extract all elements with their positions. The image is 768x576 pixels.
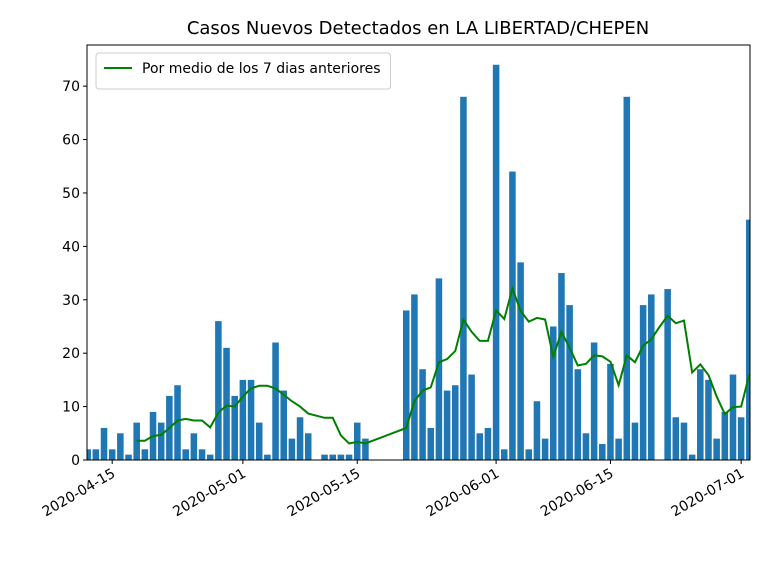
bar <box>288 438 296 460</box>
bar <box>525 449 533 460</box>
bar <box>558 273 565 460</box>
legend-box <box>95 52 391 90</box>
x-tick-label: 2020-06-15 <box>538 466 616 521</box>
bar <box>206 454 214 460</box>
bar <box>607 363 614 460</box>
bar <box>108 449 116 460</box>
legend-label: Por medio de los 7 dias anteriores <box>142 61 381 77</box>
bar <box>255 422 263 460</box>
bar <box>648 294 655 460</box>
bar <box>239 379 247 460</box>
bar <box>590 342 598 460</box>
chart-title: Casos Nuevos Detectados en LA LIBERTAD/C… <box>187 18 649 39</box>
bar <box>517 262 524 460</box>
bar <box>713 438 720 460</box>
bar <box>247 379 255 460</box>
y-tick-label: 0 <box>71 453 80 469</box>
bar <box>198 449 206 460</box>
bar <box>541 438 549 460</box>
bar <box>697 369 704 460</box>
line <box>136 285 750 445</box>
x-tick-label: 2020-06-01 <box>424 466 502 521</box>
y-tick-label: 70 <box>62 79 80 95</box>
bar <box>190 433 198 460</box>
bar <box>484 427 492 460</box>
bar <box>492 64 500 460</box>
bar <box>705 379 712 460</box>
bar <box>362 438 369 460</box>
bar <box>296 417 304 460</box>
bar <box>280 390 287 460</box>
bar <box>174 385 181 460</box>
y-tick-label: 50 <box>62 186 80 202</box>
bar <box>582 433 590 460</box>
bar <box>566 305 573 460</box>
bar <box>223 347 230 460</box>
x-tick-label: 2020-04-15 <box>40 466 118 521</box>
y-tick-label: 40 <box>62 239 80 255</box>
bar <box>321 454 328 460</box>
bar <box>509 171 516 460</box>
bar <box>721 411 729 460</box>
y-tick-label: 20 <box>62 346 80 362</box>
bar <box>329 454 336 460</box>
bar <box>87 449 91 460</box>
bar <box>468 374 475 460</box>
bar <box>623 96 631 460</box>
bar <box>533 401 541 460</box>
bar <box>157 422 165 460</box>
bar <box>117 433 124 460</box>
plot <box>87 64 750 460</box>
bar <box>599 443 606 460</box>
bar <box>550 326 557 460</box>
y-tick-label: 30 <box>62 293 80 309</box>
bar <box>215 321 222 460</box>
x-tick-label: 2020-07-01 <box>669 466 747 521</box>
bar <box>92 449 100 460</box>
x-tick-label: 2020-05-15 <box>285 466 363 521</box>
bar <box>304 433 312 460</box>
bar <box>451 385 459 460</box>
x-tick-label: 2020-05-01 <box>170 466 248 521</box>
bar <box>631 422 639 460</box>
y-tick-label: 60 <box>62 133 80 149</box>
legend: Por medio de los 7 dias anteriores <box>95 52 391 90</box>
y-tick-label: 10 <box>62 400 80 416</box>
bar <box>182 449 189 460</box>
bar <box>664 289 671 460</box>
bar <box>427 427 435 460</box>
bar <box>264 454 271 460</box>
bar <box>501 449 508 460</box>
bar <box>746 219 750 460</box>
bar <box>100 427 108 460</box>
bar <box>419 369 426 460</box>
bar <box>688 454 696 460</box>
bar <box>476 433 484 460</box>
bar <box>680 422 688 460</box>
bar <box>231 395 238 460</box>
bar <box>615 438 622 460</box>
bar <box>125 454 132 460</box>
bar <box>639 305 647 460</box>
bar <box>272 342 279 460</box>
plot-frame <box>86 44 751 461</box>
bar <box>435 278 443 460</box>
bar <box>460 96 467 460</box>
bar <box>337 454 345 460</box>
bar <box>672 417 680 460</box>
bar <box>574 369 582 460</box>
bar <box>443 390 451 460</box>
bar <box>402 310 410 460</box>
bar <box>141 449 149 460</box>
bar <box>737 417 745 460</box>
bar <box>411 294 418 460</box>
bar <box>345 454 353 460</box>
bar <box>729 374 737 460</box>
